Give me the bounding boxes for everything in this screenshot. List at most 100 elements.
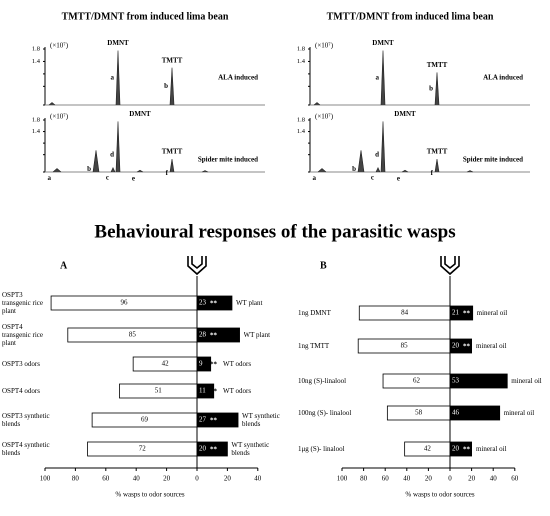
category-label: OSPT3 transgenic rice plant [2, 291, 44, 315]
value-label: 96 [121, 299, 129, 307]
right-label: mineral oil [511, 377, 542, 385]
x-tick-label: 100 [337, 475, 348, 483]
x-tick-label: 40 [403, 475, 411, 483]
peak-label: e [397, 175, 400, 183]
peak-label: f [431, 169, 434, 177]
x-tick-label: 20 [224, 475, 232, 483]
right-label: mineral oil [503, 409, 535, 417]
compound-label: DMNT [372, 39, 394, 47]
category-label-box: OSPT3 synthetic blends [2, 412, 50, 428]
bar-right [449, 441, 473, 457]
peak [380, 50, 386, 106]
category-label: 1ng DMNT [298, 309, 331, 317]
trace-label: Spider mite induced [463, 156, 523, 164]
category-label-box: 100ng (S)- linalool [298, 409, 351, 417]
peak [466, 170, 474, 173]
compound-label: DMNT [394, 110, 416, 118]
y-tick-label: 1.8 [297, 116, 305, 123]
category-label-box: OSPT4 synthetic blends [2, 441, 50, 457]
right-label: mineral oil [476, 445, 507, 453]
right-label-box: WT synthetic blends [231, 441, 269, 457]
trace-label: ALA induced [218, 74, 258, 82]
value-label: 9 [199, 360, 203, 368]
right-label-box: mineral oil [511, 377, 542, 385]
peak-label: d [110, 150, 114, 158]
significance: ** [210, 388, 218, 396]
right-label-box: WT plant [243, 331, 271, 339]
significance: ** [210, 446, 218, 454]
peak [313, 102, 321, 106]
x-tick-label: 40 [254, 475, 262, 483]
peak-label: c [371, 173, 374, 181]
right-label-box: mineral oil [503, 409, 535, 417]
category-label: OSPT4 synthetic blends [2, 441, 50, 457]
right-label-box: mineral oil [477, 309, 508, 317]
peak-label: d [375, 150, 379, 158]
x-tick-label: 20 [425, 475, 433, 483]
value-label: 11 [199, 387, 206, 395]
peak-label: b [87, 165, 91, 173]
panel-label: A [60, 260, 68, 271]
x-tick-label: 60 [102, 475, 110, 483]
x-tick-label: 0 [448, 475, 452, 483]
category-label: 10ng (S)-linalool [298, 377, 347, 385]
peak [169, 158, 175, 173]
peak [92, 150, 100, 173]
compound-label: DMNT [107, 39, 129, 47]
category-label: OSPT4 odors [2, 387, 40, 395]
x-tick-label: 40 [133, 475, 141, 483]
peak [201, 170, 209, 173]
value-label: 46 [452, 409, 460, 417]
right-label: WT odors [223, 360, 252, 368]
peak-label: a [313, 174, 317, 182]
trace-label: Spider mite induced [198, 156, 258, 164]
bar-right [196, 441, 228, 457]
choice-icon [440, 256, 460, 276]
y-tick-label: 1.4 [32, 128, 41, 135]
compound-label: TMTT [162, 56, 183, 64]
peak [169, 67, 175, 106]
significance: ** [210, 300, 218, 308]
y-tick-label: 1.4 [32, 58, 41, 65]
bar-right [449, 373, 508, 389]
peak [357, 150, 365, 173]
compound-label: TMTT [162, 148, 183, 156]
choice-icon [187, 256, 207, 276]
right-label-box: mineral oil [476, 445, 507, 453]
peak-label: c [106, 173, 109, 181]
value-label: 51 [155, 387, 163, 395]
value-label: 85 [129, 331, 137, 339]
right-label: WT plant [243, 331, 271, 339]
x-tick-label: 80 [360, 475, 368, 483]
category-label: 1μg (S)- linalool [298, 445, 345, 453]
x-tick-label: 100 [40, 475, 51, 483]
y-tick-label: 1.4 [297, 128, 306, 135]
peak-label: f [166, 169, 169, 177]
right-label: WT plant [235, 299, 263, 307]
y-tick-label: 1.4 [297, 58, 306, 65]
x-tick-label: 20 [163, 475, 171, 483]
x-tick-label: 60 [511, 475, 519, 483]
category-label: OSPT3 synthetic blends [2, 412, 50, 428]
value-label: 27 [199, 416, 207, 424]
peak-label: b [352, 165, 356, 173]
peak [48, 102, 56, 106]
significance: ** [210, 417, 218, 425]
compound-label: TMTT [427, 148, 448, 156]
x-tick-label: 0 [195, 475, 199, 483]
category-label: OSPT4 transgenic rice plant [2, 323, 44, 347]
peak-label: a [111, 73, 115, 81]
right-label: mineral oil [476, 342, 507, 350]
bar-right [449, 405, 501, 421]
bar-right [449, 338, 473, 354]
category-label: OSPT3 odors [2, 360, 40, 368]
x-axis-label: % wasps to odor sources [115, 491, 184, 499]
chart-title: TMTT/DMNT from induced lima bean [327, 11, 494, 22]
category-label-box: 1ng DMNT [298, 309, 331, 317]
significance: ** [463, 343, 471, 351]
peak-label: a [376, 73, 380, 81]
x-tick-label: 20 [468, 475, 476, 483]
peak [115, 121, 121, 173]
category-label-box: OSPT3 transgenic rice plant [2, 291, 44, 315]
